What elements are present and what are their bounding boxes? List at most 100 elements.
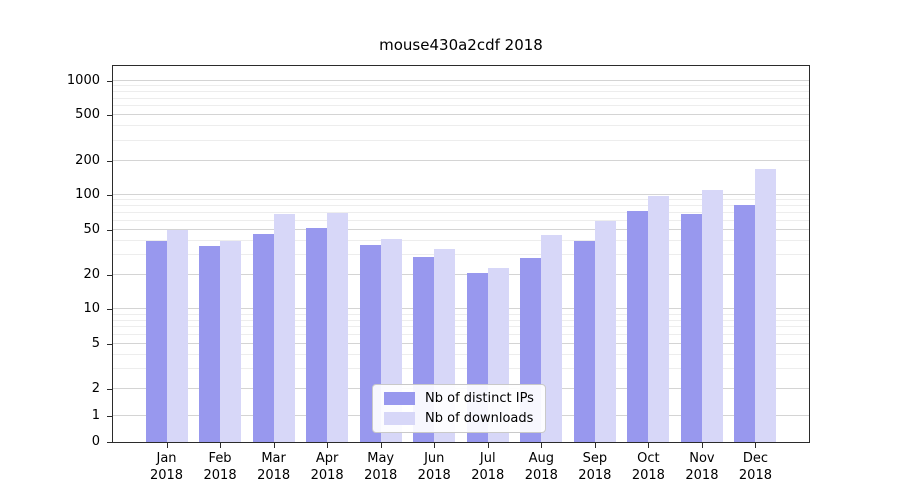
- x-tick-mark: [648, 443, 650, 448]
- y-tick-mark: [107, 389, 112, 391]
- x-tick-year: 2018: [310, 468, 344, 483]
- x-tick-month: Apr: [315, 451, 339, 466]
- gridline: [113, 319, 809, 321]
- gridline: [113, 342, 809, 344]
- x-tick-label: Jan 2018: [132, 450, 202, 484]
- x-tick-year: 2018: [203, 468, 237, 483]
- x-tick-month: Feb: [208, 451, 232, 466]
- x-tick-mark: [755, 443, 757, 448]
- y-tick-label: 500: [75, 107, 100, 123]
- gridline: [113, 274, 809, 276]
- x-tick-month: Jul: [479, 451, 496, 466]
- x-tick-mark: [701, 443, 703, 448]
- gridline: [113, 97, 809, 99]
- x-tick-mark: [487, 443, 489, 448]
- plot-area: Nb of distinct IPs Nb of downloads: [112, 65, 810, 443]
- x-tick-label: Oct 2018: [613, 450, 683, 484]
- x-tick-month: Dec: [742, 451, 769, 466]
- x-tick-mark: [434, 443, 436, 448]
- y-tick-mark: [107, 115, 112, 117]
- gridline: [113, 313, 809, 315]
- y-tick-label: 10: [83, 301, 100, 317]
- y-tick-mark: [107, 309, 112, 311]
- gridline: [113, 219, 809, 221]
- x-tick-label: Dec 2018: [720, 450, 790, 484]
- x-tick-mark: [220, 443, 222, 448]
- y-tick-label: 5: [91, 335, 100, 351]
- legend-item-distinct-ips: Nb of distinct IPs: [384, 391, 534, 406]
- y-tick-label: 20: [83, 267, 100, 283]
- gridline: [113, 353, 809, 355]
- x-tick-year: 2018: [524, 468, 558, 483]
- x-tick-label: Mar 2018: [239, 450, 309, 484]
- gridline: [113, 90, 809, 92]
- x-tick-label: Jul 2018: [453, 450, 523, 484]
- x-tick-month: Nov: [689, 451, 715, 466]
- gridline: [113, 368, 809, 370]
- bar-jan-distinct-ips: [145, 240, 167, 442]
- x-tick-year: 2018: [257, 468, 291, 483]
- x-tick-label: Nov 2018: [667, 450, 737, 484]
- x-tick-label: Feb 2018: [185, 450, 255, 484]
- x-tick-year: 2018: [149, 468, 184, 483]
- y-tick-label: 50: [83, 221, 100, 237]
- gridline: [113, 85, 809, 87]
- x-tick-month: Jan: [156, 451, 177, 466]
- x-tick-year: 2018: [364, 468, 398, 483]
- x-tick-mark: [380, 443, 382, 448]
- gridline: [113, 114, 809, 116]
- legend-label-distinct-ips: Nb of distinct IPs: [425, 391, 534, 406]
- legend-item-downloads: Nb of downloads: [384, 411, 534, 426]
- x-tick-mark: [594, 443, 596, 448]
- bar-jan-downloads: [166, 229, 188, 442]
- x-tick-label: Jun 2018: [399, 450, 469, 484]
- bar-feb-downloads: [220, 240, 242, 442]
- x-tick-year: 2018: [685, 468, 719, 483]
- bar-oct-downloads: [648, 196, 670, 442]
- y-tick-mark: [107, 80, 112, 82]
- bar-feb-distinct-ips: [199, 245, 221, 442]
- x-tick-label: Aug 2018: [506, 450, 576, 484]
- bar-apr-downloads: [327, 212, 349, 442]
- gridline: [113, 139, 809, 141]
- gridline: [113, 211, 809, 213]
- gridline: [113, 228, 809, 230]
- x-tick-label: Sep 2018: [560, 450, 630, 484]
- gridline: [113, 239, 809, 241]
- x-tick-label: Apr 2018: [292, 450, 362, 484]
- y-tick-label: 100: [75, 187, 100, 203]
- y-tick-mark: [107, 195, 112, 197]
- x-tick-year: 2018: [471, 468, 505, 483]
- y-tick-mark: [107, 343, 112, 345]
- x-tick-month: Sep: [582, 451, 608, 466]
- bar-dec-distinct-ips: [734, 205, 756, 442]
- x-tick-month: Oct: [637, 451, 660, 466]
- legend-swatch-distinct-ips: [384, 392, 415, 405]
- chart-title: mouse430a2cdf 2018: [379, 36, 543, 54]
- bar-dec-downloads: [755, 168, 777, 442]
- gridline: [113, 333, 809, 335]
- bar-mar-downloads: [273, 214, 295, 442]
- gridline: [113, 125, 809, 127]
- y-tick-label: 2: [91, 381, 100, 397]
- gridline: [113, 326, 809, 328]
- x-tick-month: Aug: [528, 451, 554, 466]
- x-tick-month: May: [367, 451, 395, 466]
- x-tick-mark: [541, 443, 543, 448]
- legend: Nb of distinct IPs Nb of downloads: [372, 384, 546, 433]
- y-tick-mark: [107, 229, 112, 231]
- bar-nov-downloads: [701, 189, 723, 442]
- y-tick-label: 1: [91, 407, 100, 423]
- gridline: [113, 253, 809, 255]
- gridline: [113, 205, 809, 207]
- bar-nov-distinct-ips: [680, 214, 702, 442]
- y-tick-label: 200: [75, 152, 100, 168]
- x-tick-month: Jun: [424, 451, 445, 466]
- x-tick-mark: [327, 443, 329, 448]
- y-tick-mark: [107, 415, 112, 417]
- y-tick-mark: [107, 275, 112, 277]
- y-tick-label: 0: [91, 434, 100, 449]
- gridline: [113, 79, 809, 81]
- bar-oct-distinct-ips: [627, 210, 649, 442]
